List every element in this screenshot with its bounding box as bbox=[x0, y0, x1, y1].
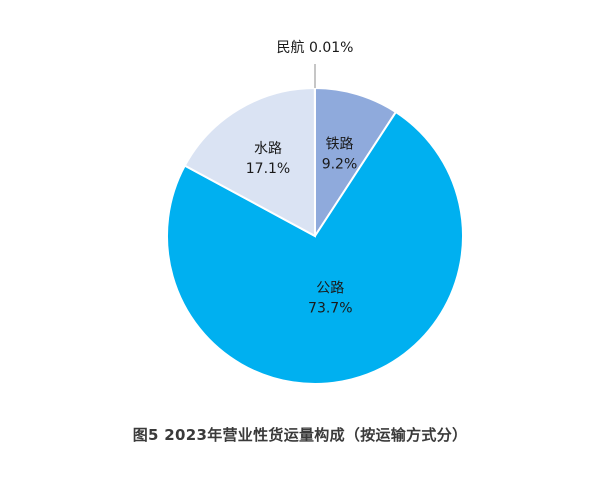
chart-title: 图5 2023年营业性货运量构成（按运输方式分） bbox=[132, 426, 468, 444]
slice-value-3: 0.01% bbox=[309, 40, 353, 56]
pie-slice-2 bbox=[183, 86, 317, 238]
slice-name-3: 民航 bbox=[277, 40, 309, 56]
pie-slice-0 bbox=[314, 86, 398, 240]
pie-slices bbox=[166, 86, 464, 385]
slice-value-1: 73.7% bbox=[308, 300, 352, 316]
slice-name-0: 铁路 bbox=[326, 137, 354, 153]
slice-value-0: 9.2% bbox=[322, 157, 358, 173]
slice-label-3: 民航 0.01% bbox=[277, 40, 354, 56]
pie-slice-1 bbox=[166, 110, 464, 385]
slice-value-2: 17.1% bbox=[246, 161, 290, 177]
pie-chart: 铁路 9.2% 公路 73.7% 水路 17.1% 民航 0.01% bbox=[166, 40, 464, 385]
slice-labels: 铁路 9.2% 公路 73.7% 水路 17.1% 民航 0.01% bbox=[246, 40, 358, 316]
slice-name-1: 公路 bbox=[316, 280, 344, 296]
slice-name-2: 水路 bbox=[254, 141, 282, 157]
